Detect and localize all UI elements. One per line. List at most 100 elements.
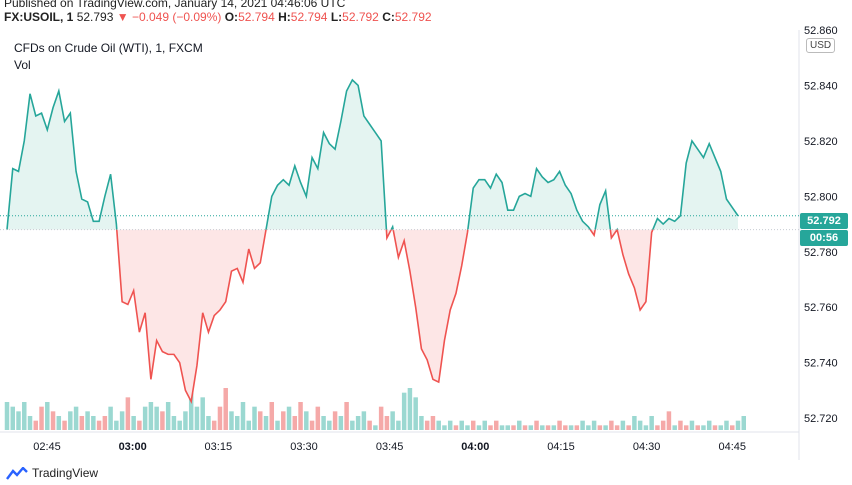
volume-bar <box>591 420 597 430</box>
x-tick-label: 04:45 <box>719 441 747 453</box>
volume-bar <box>206 416 211 430</box>
low-value: 52.792 <box>342 10 379 24</box>
change-down-icon: ▼ <box>116 10 129 24</box>
volume-bar <box>534 420 539 430</box>
volume-bar <box>142 406 148 430</box>
volume-bar <box>712 425 718 430</box>
high-label: H: <box>278 10 291 24</box>
volume-bar <box>252 406 257 430</box>
volume-bar <box>50 411 56 430</box>
volume-label: Vol <box>14 58 31 72</box>
volume-bar <box>488 425 493 430</box>
x-tick-label: 04:15 <box>547 441 575 453</box>
volume-bar <box>430 416 436 430</box>
volume-bar <box>188 392 194 430</box>
volume-bar <box>390 411 395 430</box>
y-tick-label: 52.720 <box>804 413 838 425</box>
y-tick-label: 52.780 <box>804 247 838 259</box>
volume-bar <box>85 411 90 430</box>
volume-bar <box>91 416 96 430</box>
volume-bar <box>154 406 159 430</box>
price-line-below <box>7 229 654 405</box>
x-tick-label: 03:30 <box>290 441 318 453</box>
volume-bar <box>586 425 591 430</box>
volume-bar <box>470 420 476 430</box>
footer-brand[interactable]: TradingView <box>6 466 98 480</box>
volume-bar <box>465 425 470 430</box>
bar-countdown: 00:56 <box>800 230 848 246</box>
volume-bar <box>292 416 298 430</box>
y-tick-label: 52.800 <box>804 191 838 203</box>
volume-bar <box>603 425 608 430</box>
volume-bar <box>269 402 275 430</box>
volume-bar <box>73 406 79 430</box>
volume-bar <box>517 420 522 430</box>
volume-bar <box>275 420 280 430</box>
volume-bar <box>447 420 453 430</box>
volume-bar <box>281 411 286 430</box>
volume-bar <box>407 388 413 430</box>
volume-bar <box>211 420 217 430</box>
volume-bar <box>327 420 332 430</box>
currency-button[interactable]: USD <box>806 38 836 53</box>
volume-bar <box>637 420 643 430</box>
close-label: C: <box>382 10 395 24</box>
y-tick-label: 52.760 <box>804 302 838 314</box>
volume-bar <box>338 416 344 430</box>
volume-bar <box>304 411 309 430</box>
volume-bar <box>568 425 574 430</box>
volume-bar <box>4 402 10 430</box>
last-price: 52.793 <box>76 10 114 24</box>
volume-bar <box>286 406 292 430</box>
volume-bar <box>626 425 631 430</box>
x-tick-label: 03:15 <box>205 441 233 453</box>
volume-bar <box>344 402 349 430</box>
volume-bar <box>258 411 263 430</box>
high-value: 52.794 <box>290 10 328 24</box>
volume-bar <box>62 420 67 430</box>
legend: CFDs on Crude Oil (WTI), 1, FXCM Vol <box>14 40 203 74</box>
open-value: 52.794 <box>238 10 275 24</box>
volume-bar <box>194 406 200 430</box>
volume-bar <box>724 420 729 430</box>
volume-bar <box>160 411 165 430</box>
volume-bar <box>350 420 355 430</box>
volume-bar <box>632 416 637 430</box>
volume-bar <box>522 425 528 430</box>
volume-bar <box>424 420 430 430</box>
volume-bar <box>706 420 712 430</box>
volume-bar <box>33 420 39 430</box>
volume-bar <box>183 411 188 430</box>
volume-bar <box>298 402 303 430</box>
volume-bar <box>16 411 21 430</box>
published-line: Published on TradingView.com, January 14… <box>4 0 346 10</box>
volume-bar <box>729 425 735 430</box>
volume-bar <box>96 420 102 430</box>
volume-bar <box>660 420 666 430</box>
volume-bar <box>68 411 73 430</box>
volume-bar <box>551 425 557 430</box>
volume-bar <box>718 425 723 430</box>
x-tick-label: 04:00 <box>461 441 489 453</box>
volume-bar <box>655 425 660 430</box>
volume-bar <box>545 425 551 430</box>
volume-bar <box>148 402 154 430</box>
volume-bar <box>580 420 585 430</box>
volume-bar <box>10 406 16 430</box>
price-line-above <box>6 78 739 230</box>
volume-bar <box>459 420 464 430</box>
close-value: 52.792 <box>394 10 432 24</box>
volume-bar <box>609 420 614 430</box>
open-label: O: <box>224 10 239 24</box>
y-tick-label: 52.820 <box>804 136 838 148</box>
volume-bar <box>499 425 505 430</box>
volume-bar <box>165 402 171 430</box>
volume-bar <box>620 420 626 430</box>
volume-bar <box>22 402 27 430</box>
volume-bar <box>309 420 315 430</box>
area-fill-below <box>7 229 738 402</box>
x-tick-label: 03:00 <box>119 441 147 453</box>
y-tick-label: 52.860 <box>804 25 838 37</box>
volume-bar <box>563 425 568 430</box>
